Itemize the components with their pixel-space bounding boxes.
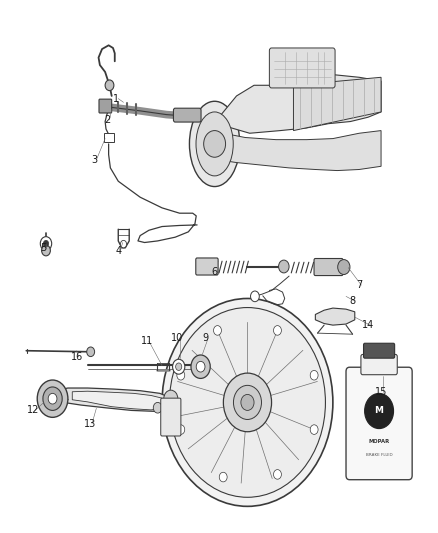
Circle shape	[214, 326, 222, 335]
FancyBboxPatch shape	[173, 108, 201, 122]
Circle shape	[120, 240, 127, 248]
Text: 5: 5	[41, 243, 47, 253]
Polygon shape	[72, 391, 166, 410]
Polygon shape	[55, 388, 173, 411]
Circle shape	[40, 237, 52, 251]
Text: BRAKE FLUID: BRAKE FLUID	[366, 453, 392, 457]
Text: 3: 3	[91, 155, 97, 165]
Circle shape	[87, 347, 95, 357]
FancyBboxPatch shape	[161, 398, 181, 436]
FancyBboxPatch shape	[364, 343, 395, 358]
Text: M: M	[374, 407, 384, 416]
Text: 16: 16	[71, 352, 83, 362]
Circle shape	[105, 80, 114, 91]
Circle shape	[223, 373, 272, 432]
Circle shape	[310, 425, 318, 434]
Text: 9: 9	[203, 334, 209, 343]
Text: 12: 12	[27, 406, 39, 415]
Circle shape	[196, 361, 205, 372]
Circle shape	[177, 370, 185, 380]
Text: MOPAR: MOPAR	[368, 439, 390, 443]
FancyBboxPatch shape	[269, 48, 335, 88]
Circle shape	[279, 260, 289, 273]
Circle shape	[48, 393, 57, 404]
Circle shape	[173, 359, 185, 374]
Circle shape	[273, 470, 281, 479]
Text: 1: 1	[113, 94, 119, 103]
Text: 11: 11	[141, 336, 153, 346]
Text: 13: 13	[84, 419, 96, 429]
FancyBboxPatch shape	[361, 354, 397, 375]
Text: 8: 8	[350, 296, 356, 306]
Circle shape	[153, 402, 162, 413]
Circle shape	[43, 240, 49, 247]
FancyBboxPatch shape	[99, 99, 112, 113]
Text: 4: 4	[115, 246, 121, 255]
Circle shape	[364, 393, 393, 429]
Text: 10: 10	[171, 334, 184, 343]
Circle shape	[338, 260, 350, 274]
Circle shape	[310, 370, 318, 380]
Circle shape	[219, 472, 227, 482]
Circle shape	[273, 326, 281, 335]
Polygon shape	[293, 77, 381, 131]
FancyBboxPatch shape	[104, 133, 114, 142]
Circle shape	[191, 355, 210, 378]
Circle shape	[170, 308, 325, 497]
Circle shape	[42, 245, 50, 256]
Circle shape	[177, 425, 185, 434]
Polygon shape	[219, 131, 381, 171]
Text: 6: 6	[212, 267, 218, 277]
Text: 7: 7	[356, 280, 362, 290]
Circle shape	[162, 298, 333, 506]
Ellipse shape	[196, 112, 233, 176]
Ellipse shape	[189, 101, 240, 187]
Polygon shape	[219, 75, 381, 133]
Circle shape	[176, 363, 182, 370]
Text: 15: 15	[375, 387, 387, 397]
FancyBboxPatch shape	[196, 258, 218, 275]
Circle shape	[233, 385, 261, 419]
Polygon shape	[315, 308, 355, 325]
Text: 2: 2	[104, 115, 110, 125]
FancyBboxPatch shape	[346, 367, 412, 480]
Circle shape	[37, 380, 68, 417]
Circle shape	[43, 387, 62, 410]
Text: 14: 14	[362, 320, 374, 330]
Circle shape	[204, 131, 226, 157]
FancyBboxPatch shape	[314, 259, 343, 276]
Circle shape	[251, 291, 259, 302]
Circle shape	[241, 394, 254, 410]
Circle shape	[164, 390, 178, 407]
